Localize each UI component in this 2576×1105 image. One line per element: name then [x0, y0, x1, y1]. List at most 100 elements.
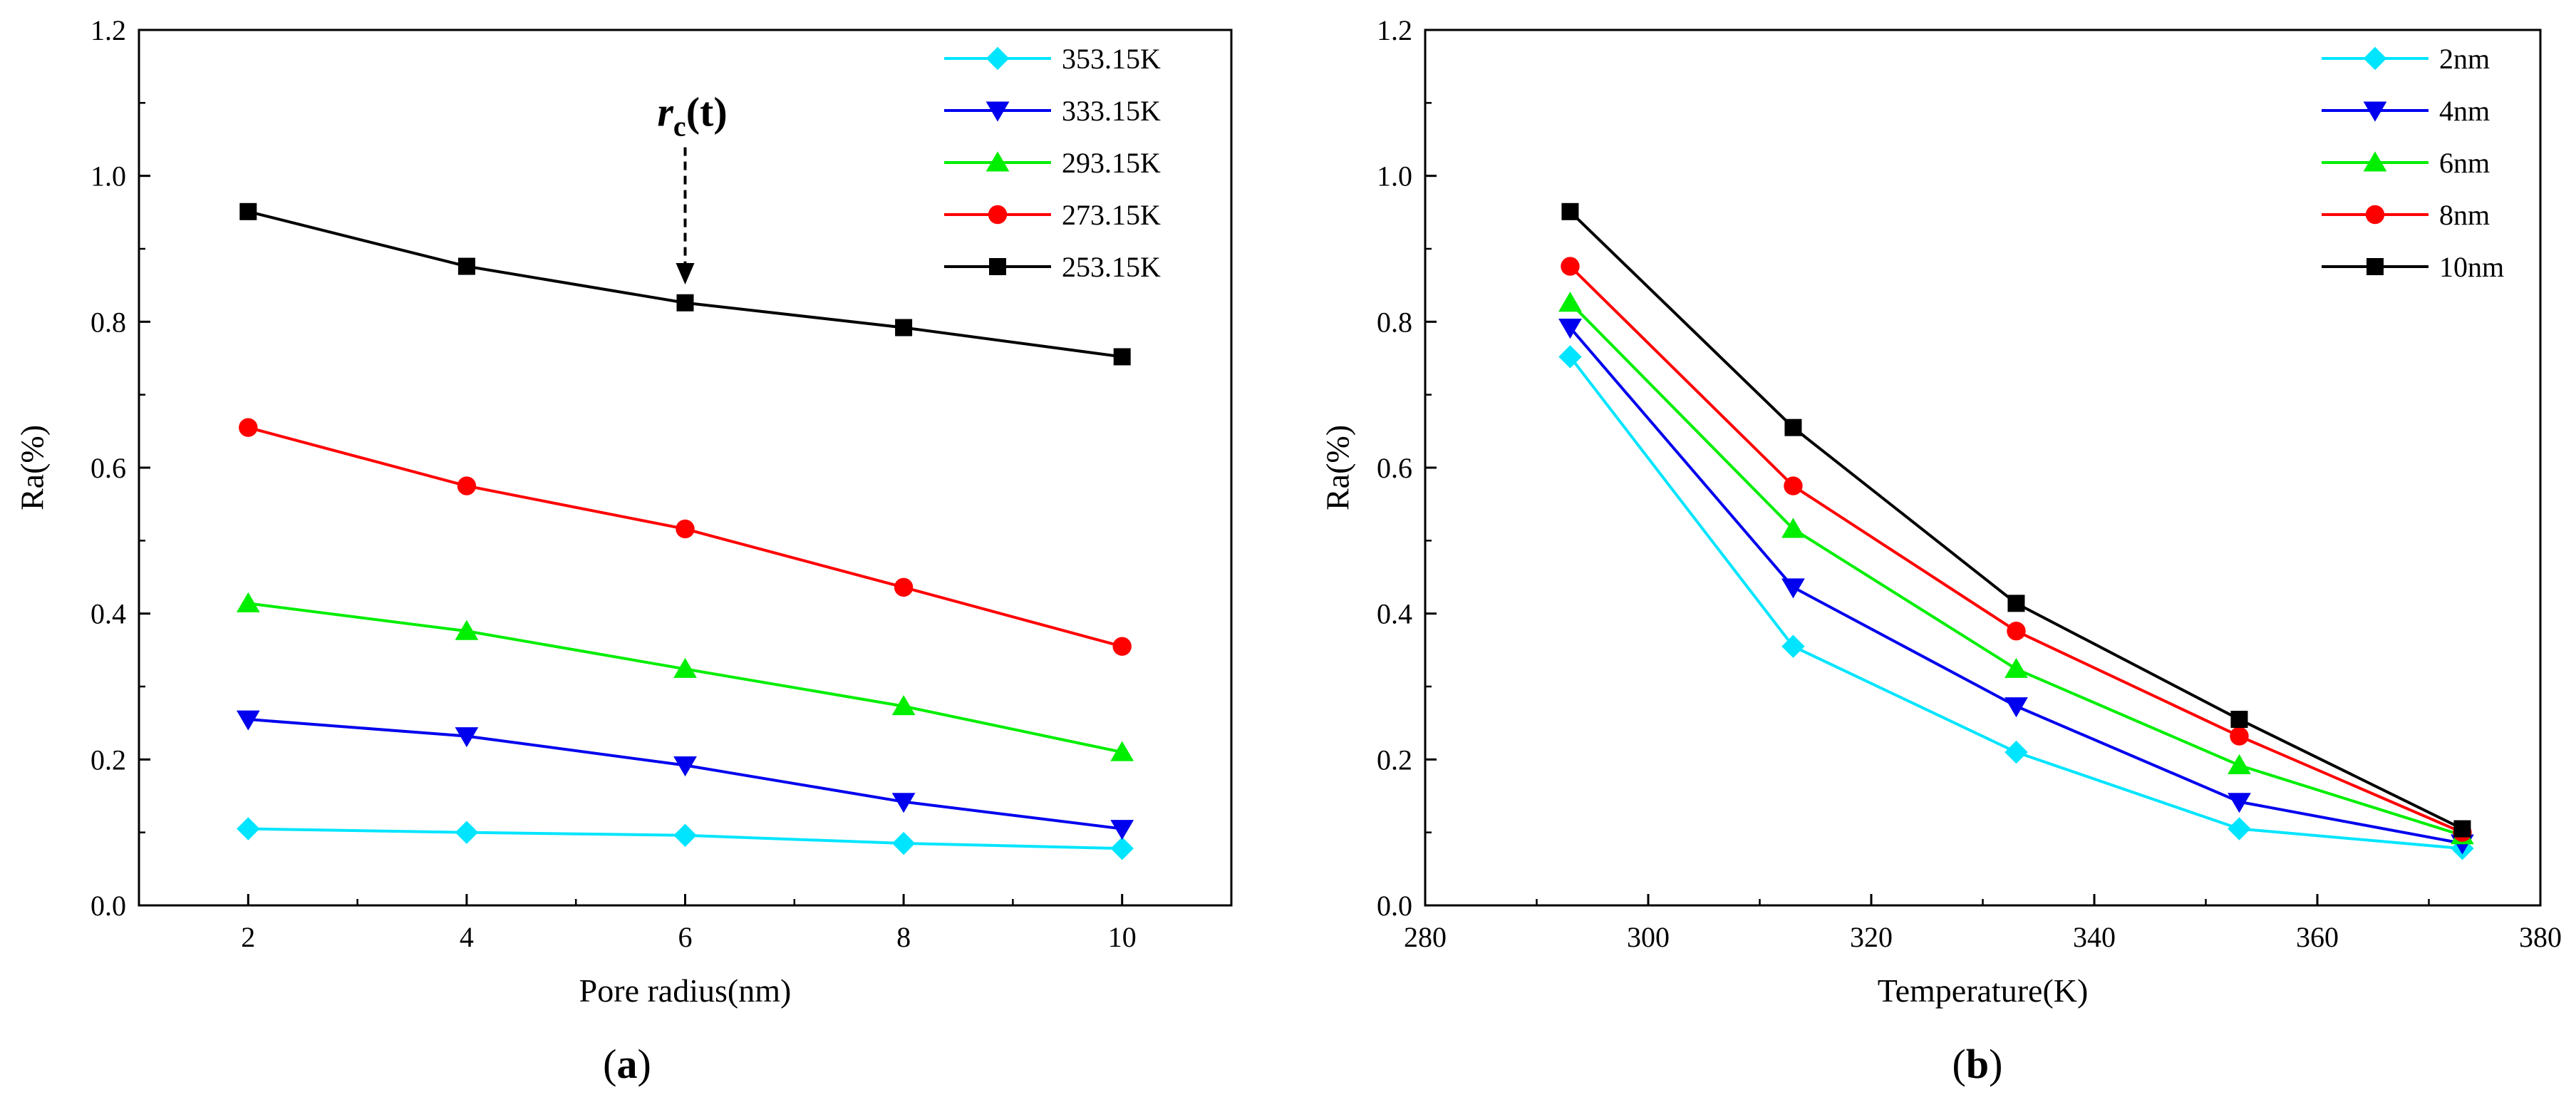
x-tick-label: 380 [2519, 921, 2562, 953]
data-point-10nm [2007, 595, 2025, 612]
legend-label-333.15K: 333.15K [1062, 95, 1161, 127]
data-point-4nm [1781, 578, 1805, 599]
y-tick-label: 0.0 [1377, 890, 1412, 922]
y-tick-label: 0.8 [1377, 306, 1412, 338]
legend-marker-293.15K [986, 151, 1010, 172]
annotation-label: rc(t) [657, 89, 727, 143]
data-point-293.15K [455, 620, 479, 640]
data-point-333.15K [1110, 820, 1134, 841]
data-point-4nm [2228, 793, 2251, 813]
legend-label-353.15K: 353.15K [1062, 43, 1161, 75]
y-tick-label: 1.0 [90, 160, 126, 192]
x-tick-label: 4 [460, 921, 474, 953]
data-point-2nm [1558, 345, 1582, 369]
legend-marker-6nm [2363, 151, 2387, 172]
panel-label: (b) [1952, 1041, 2003, 1087]
data-point-353.15K [455, 821, 479, 844]
data-point-273.15K [457, 476, 477, 495]
data-point-273.15K [894, 577, 914, 597]
legend-marker-253.15K [989, 258, 1006, 275]
data-point-293.15K [236, 592, 260, 612]
y-tick-label: 0.4 [90, 598, 126, 630]
y-tick-label: 0.8 [90, 306, 126, 338]
x-tick-label: 6 [678, 921, 693, 953]
data-point-10nm [2230, 711, 2248, 729]
data-point-253.15K [239, 202, 257, 220]
data-point-353.15K [673, 823, 697, 847]
y-axis-title: Ra(%) [14, 425, 51, 510]
x-tick-label: 280 [1404, 921, 1447, 953]
legend-label-293.15K: 293.15K [1062, 147, 1161, 179]
y-tick-label: 1.0 [1377, 160, 1412, 192]
legend-marker-273.15K [988, 205, 1008, 225]
y-tick-label: 1.2 [1377, 14, 1412, 46]
data-point-6nm [2228, 754, 2251, 774]
data-point-2nm [2228, 817, 2251, 841]
legend-marker-353.15K [986, 46, 1010, 71]
data-point-253.15K [1113, 348, 1131, 366]
x-tick-label: 300 [1627, 921, 1670, 953]
data-point-333.15K [236, 710, 260, 731]
x-tick-label: 2 [241, 921, 255, 953]
data-point-353.15K [891, 831, 916, 855]
data-point-293.15K [1110, 741, 1134, 761]
data-point-8nm [2230, 726, 2249, 746]
y-tick-label: 1.2 [90, 14, 126, 46]
legend-marker-4nm [2363, 101, 2387, 122]
y-tick-label: 0.2 [1377, 744, 1412, 776]
legend-marker-333.15K [986, 101, 1010, 122]
legend: 2nm 4nm 6nm 8nm 10nm [2322, 43, 2504, 283]
y-tick-label: 0.2 [90, 744, 126, 776]
chart-a: 0.0 0.2 0.4 0.6 0.8 1.0 1.2 2 4 6 8 10 Ra(%) Pore rad… [14, 14, 1233, 1087]
data-point-4nm [1558, 319, 1582, 339]
data-point-2nm [1781, 634, 1805, 658]
legend-marker-10nm [2366, 258, 2384, 275]
legend: 353.15K 333.15K 293.15K 273.15K 253.15K [944, 43, 1161, 283]
y-axis-title: Ra(%) [1320, 425, 1356, 510]
data-point-273.15K [1112, 637, 1132, 656]
data-point-353.15K [237, 817, 260, 841]
legend-label-253.15K: 253.15K [1062, 251, 1161, 283]
x-tick-label: 360 [2296, 921, 2339, 953]
x-tick-label: 8 [896, 921, 911, 953]
chart-b: 0.0 0.2 0.4 0.6 0.8 1.0 1.2 280 300 320 340 360 380 R… [1320, 14, 2562, 1087]
data-point-6nm [1558, 292, 1582, 312]
legend-label-8nm: 8nm [2439, 199, 2490, 231]
legend-label-2nm: 2nm [2439, 43, 2490, 75]
data-point-6nm [2005, 657, 2028, 678]
data-point-10nm [1561, 202, 1579, 220]
panel-label: (a) [603, 1041, 651, 1087]
y-tick-label: 0.0 [90, 890, 126, 922]
data-point-2nm [2005, 740, 2028, 764]
data-point-293.15K [891, 695, 916, 716]
legend-label-273.15K: 273.15K [1062, 199, 1161, 231]
x-axis-title: Pore radius(nm) [579, 972, 792, 1009]
data-point-333.15K [673, 756, 697, 777]
legend-label-6nm: 6nm [2439, 147, 2490, 179]
data-point-8nm [1561, 257, 1580, 276]
data-point-10nm [2453, 820, 2471, 838]
legend-label-4nm: 4nm [2439, 95, 2490, 127]
y-tick-label: 0.4 [1377, 598, 1412, 630]
data-point-353.15K [1110, 836, 1134, 860]
annotation: rc(t) [657, 89, 728, 285]
data-point-8nm [2007, 622, 2026, 641]
series-line-4nm [1568, 327, 2463, 845]
data-point-293.15K [673, 657, 697, 678]
data-point-10nm [1784, 418, 1802, 436]
data-point-4nm [2005, 697, 2028, 718]
data-point-273.15K [239, 418, 258, 437]
data-point-253.15K [457, 257, 475, 275]
legend-label-10nm: 10nm [2439, 251, 2504, 283]
data-point-8nm [1784, 476, 1803, 495]
data-point-6nm [1781, 518, 1805, 538]
x-tick-label: 340 [2073, 921, 2116, 953]
data-point-253.15K [895, 319, 913, 336]
data-point-333.15K [455, 727, 479, 748]
x-axis-title: Temperature(K) [1878, 972, 2089, 1009]
data-point-333.15K [891, 793, 916, 813]
x-tick-label: 320 [1850, 921, 1893, 953]
x-tick-label: 10 [1108, 921, 1137, 953]
data-point-253.15K [676, 294, 694, 312]
